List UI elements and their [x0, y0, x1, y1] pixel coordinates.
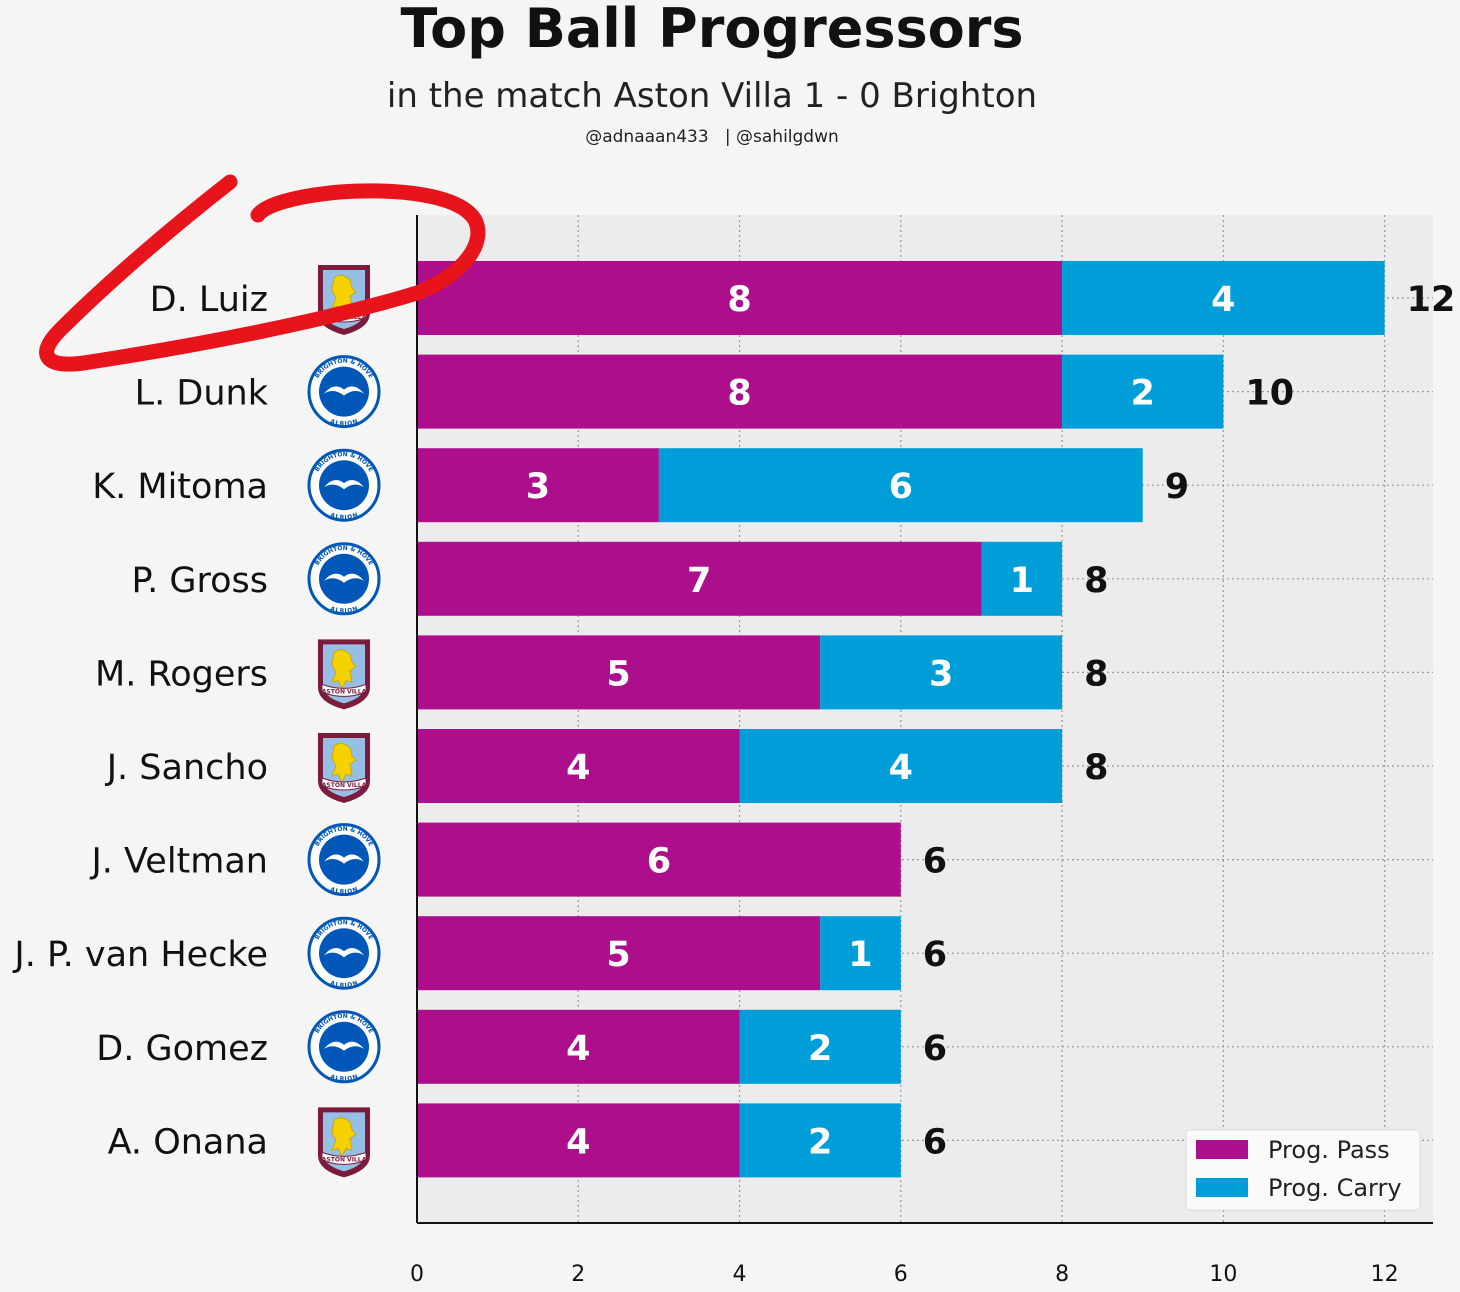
player-name: J. P. van Hecke: [12, 935, 268, 975]
bar-label-pass: 6: [647, 842, 671, 882]
legend-label-pass: Prog. Pass: [1268, 1136, 1390, 1164]
svg-text:ASTON VILLA: ASTON VILLA: [322, 782, 367, 789]
bar-label-carry: 2: [808, 1122, 832, 1162]
bar-total-label: 12: [1407, 280, 1456, 320]
bar-label-carry: 1: [1010, 561, 1034, 601]
aston-villa-crest-icon: ASTON VILLA: [318, 733, 370, 803]
bar-prog-pass: [417, 354, 1063, 429]
bar-prog-carry: [820, 635, 1063, 710]
bar-total-label: 8: [1084, 654, 1108, 694]
player-name: P. Gross: [131, 561, 268, 601]
aston-villa-crest-icon: ASTON VILLA: [318, 1107, 370, 1178]
bar-prog-pass: [417, 822, 901, 897]
bar-prog-carry: [739, 729, 1063, 803]
player-name: A. Onana: [108, 1122, 268, 1162]
legend: Prog. Pass Prog. Carry: [1185, 1129, 1421, 1211]
bar-prog-pass: [417, 729, 740, 803]
bar-prog-pass: [417, 448, 659, 523]
bar-label-carry: 4: [889, 748, 913, 788]
x-tick-label: 10: [1209, 1262, 1237, 1287]
aston-villa-crest-icon: ASTON VILLA: [318, 639, 370, 710]
bar-label-carry: 2: [1131, 374, 1155, 414]
bar-prog-pass: [417, 1103, 740, 1178]
bar-label-pass: 5: [606, 935, 630, 975]
bar-prog-pass: [417, 261, 1063, 335]
x-tick-label: 12: [1371, 1262, 1399, 1287]
bar-label-pass: 4: [566, 1029, 590, 1069]
legend-swatch-pass: [1196, 1140, 1248, 1159]
bar-prog-pass: [417, 635, 821, 710]
bar-label-pass: 4: [566, 1122, 590, 1162]
bar-prog-pass: [417, 541, 982, 616]
bar-prog-carry: [981, 541, 1063, 616]
bar-label-pass: 8: [727, 280, 751, 320]
bar-label-carry: 2: [808, 1029, 832, 1069]
bar-label-carry: 1: [848, 935, 872, 975]
legend-label-carry: Prog. Carry: [1268, 1174, 1402, 1202]
bar-label-pass: 4: [566, 748, 590, 788]
bar-labels: 8 4 12 8 2 10 3 6 9 7 1 8 5 3 8 4 4 8 6 6 5 1 6 4 2 6 4 2 6: [526, 280, 1456, 1162]
bar-label-pass: 8: [727, 374, 751, 414]
bar-prog-carry: [1062, 261, 1385, 335]
player-name: J. Veltman: [89, 842, 268, 882]
bar-total-label: 6: [923, 1029, 947, 1069]
bar-label-carry: 3: [929, 654, 953, 694]
svg-text:ALBION: ALBION: [329, 886, 359, 896]
player-name: M. Rogers: [95, 654, 268, 694]
svg-text:ALBION: ALBION: [329, 512, 359, 522]
bars: [417, 261, 1385, 1178]
svg-text:ALBION: ALBION: [329, 418, 359, 428]
bar-prog-carry: [820, 916, 901, 991]
bar-total-label: 9: [1165, 467, 1189, 507]
bar-label-pass: 5: [606, 654, 630, 694]
x-tick-label: 8: [1055, 1262, 1069, 1287]
svg-text:ALBION: ALBION: [329, 980, 359, 990]
bar-prog-carry: [739, 1103, 901, 1178]
player-name: L. Dunk: [135, 374, 269, 414]
player-name: D. Gomez: [96, 1029, 268, 1069]
bar-label-pass: 7: [687, 561, 711, 601]
bar-label-pass: 3: [526, 467, 550, 507]
svg-text:ASTON VILLA: ASTON VILLA: [322, 688, 367, 695]
bar-label-carry: 6: [889, 467, 913, 507]
bar-total-label: 6: [923, 1122, 947, 1162]
bar-prog-pass: [417, 916, 821, 991]
bar-total-label: 8: [1084, 561, 1108, 601]
x-tick-label: 6: [894, 1262, 908, 1287]
x-tick-label: 4: [733, 1262, 747, 1287]
svg-text:ALBION: ALBION: [329, 605, 359, 615]
player-name: J. Sancho: [105, 748, 268, 788]
bar-total-label: 10: [1245, 374, 1294, 414]
bar-prog-carry: [658, 448, 1143, 523]
x-axis-ticks: 0 2 4 6 8 10 12: [410, 1262, 1399, 1287]
bar-prog-carry: [1062, 354, 1224, 429]
bar-label-carry: 4: [1211, 280, 1235, 320]
legend-swatch-carry: [1196, 1178, 1248, 1197]
x-tick-label: 2: [571, 1262, 585, 1287]
x-tick-label: 0: [410, 1262, 424, 1287]
chart-subtitle: in the match Aston Villa 1 - 0 Brighton: [387, 76, 1037, 116]
svg-text:ALBION: ALBION: [329, 1073, 359, 1083]
bar-total-label: 6: [923, 842, 947, 882]
chart-credits: @adnaaan433 | @sahilgdwn: [585, 127, 839, 147]
bar-total-label: 6: [923, 935, 947, 975]
bar-prog-carry: [739, 1009, 901, 1084]
chart-title: Top Ball Progressors: [400, 0, 1023, 60]
player-name: K. Mitoma: [92, 467, 268, 507]
bar-total-label: 8: [1084, 748, 1108, 788]
player-labels: D. Luiz L. Dunk K. Mitoma P. Gross M. Rogers…: [12, 280, 268, 1162]
player-name: D. Luiz: [150, 280, 268, 320]
bar-prog-pass: [417, 1009, 740, 1084]
svg-text:ASTON VILLA: ASTON VILLA: [322, 1156, 367, 1163]
red-circle-annotation: [39, 174, 486, 372]
